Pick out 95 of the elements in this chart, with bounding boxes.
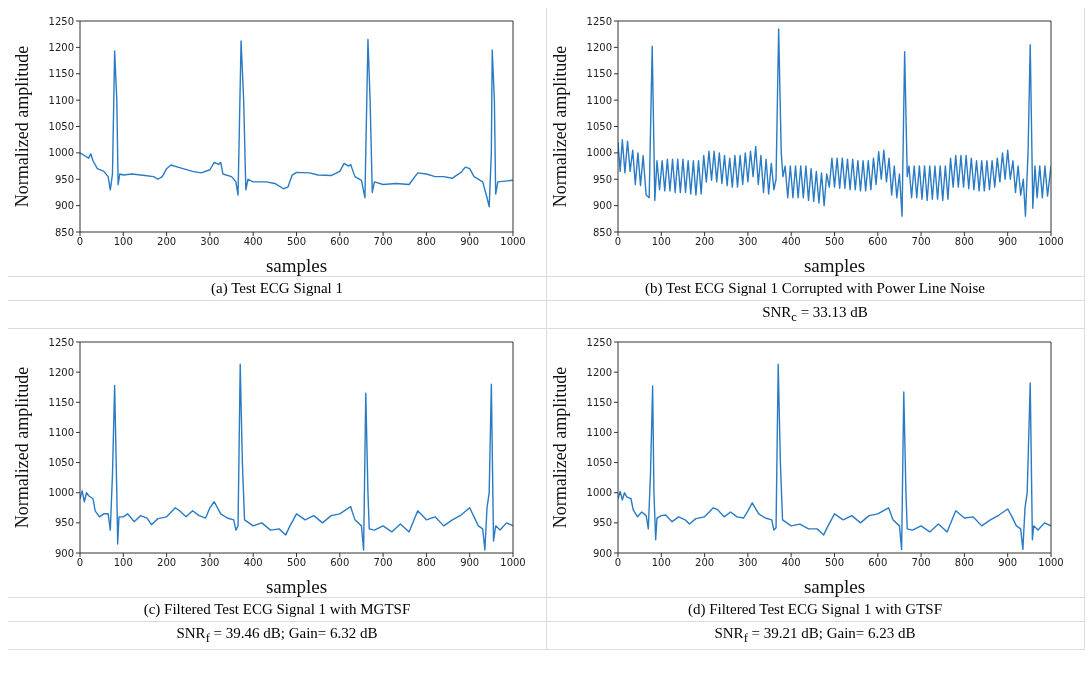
x-axis-title: samples (265, 255, 328, 276)
x-tick-label: 800 (954, 557, 974, 569)
y-tick-label: 1000 (48, 147, 74, 159)
y-axis-title: Normalized amplitude (550, 366, 571, 529)
x-tick-label: 700 (911, 236, 931, 248)
x-tick-label: 200 (157, 236, 177, 248)
y-tick-label: 1250 (48, 336, 74, 348)
x-tick-label: 200 (157, 557, 177, 569)
x-tick-label: 800 (954, 236, 974, 248)
x-tick-label: 400 (243, 236, 263, 248)
y-tick-label: 1150 (586, 396, 612, 408)
y-tick-label: 1000 (586, 487, 612, 499)
text: SNR$_{f}$ = 39.21 dB; Gain= 6.23 dB (714, 625, 916, 645)
y-tick-label: 1200 (586, 41, 612, 53)
y-tick-label: 850 (54, 226, 74, 238)
y-tick-label: 1150 (48, 396, 74, 408)
x-tick-label: 300 (200, 236, 220, 248)
x-tick-label: 900 (998, 557, 1018, 569)
x-tick-label: 100 (113, 557, 133, 569)
y-tick-label: 850 (592, 226, 612, 238)
line-series (618, 28, 1051, 217)
y-tick-label: 1100 (586, 94, 612, 106)
x-tick-label: 600 (868, 557, 888, 569)
y-tick-label: 1200 (48, 366, 74, 378)
y-tick-label: 1050 (48, 457, 74, 469)
y-tick-label: 1250 (586, 336, 612, 348)
y-tick-label: 1150 (586, 68, 612, 80)
x-tick-label: 500 (286, 236, 307, 248)
y-tick-label: 1050 (586, 457, 612, 469)
x-tick-label: 300 (200, 557, 220, 569)
line-series (80, 38, 513, 208)
x-axis-title: samples (803, 255, 866, 276)
y-axis-title: Normalized amplitude (12, 45, 33, 208)
x-tick-label: 100 (651, 236, 671, 248)
y-tick-label: 1200 (48, 41, 74, 53)
y-tick-label: 900 (592, 547, 612, 559)
x-tick-label: 400 (781, 236, 801, 248)
y-tick-label: 1000 (586, 147, 612, 159)
x-tick-label: 200 (695, 557, 715, 569)
y-tick-label: 1100 (586, 426, 612, 438)
x-tick-label: 700 (911, 557, 931, 569)
x-tick-label: 500 (286, 557, 307, 569)
text: SNR$_{c}$ = 33.13 dB (762, 304, 868, 324)
y-axis-title: Normalized amplitude (550, 45, 571, 208)
x-tick-label: 100 (651, 557, 671, 569)
x-tick-label: 1000 (1038, 236, 1064, 248)
y-tick-label: 950 (54, 173, 74, 185)
x-tick-label: 500 (824, 557, 845, 569)
x-tick-label: 300 (738, 557, 758, 569)
y-tick-label: 1050 (48, 121, 74, 133)
x-tick-label: 700 (373, 557, 393, 569)
x-tick-label: 900 (998, 236, 1018, 248)
y-tick-label: 1100 (48, 426, 74, 438)
x-axis-title: samples (265, 576, 328, 597)
y-axis-title: Normalized amplitude (12, 366, 33, 529)
y-tick-label: 900 (54, 200, 74, 212)
x-tick-label: 300 (738, 236, 758, 248)
x-tick-label: 400 (781, 557, 801, 569)
x-tick-label: 700 (373, 236, 393, 248)
x-tick-label: 900 (460, 236, 480, 248)
x-tick-label: 500 (824, 236, 845, 248)
x-tick-label: 100 (113, 236, 133, 248)
x-tick-label: 800 (416, 236, 436, 248)
x-tick-label: 600 (868, 236, 888, 248)
y-tick-label: 950 (54, 517, 74, 529)
x-tick-label: 1000 (500, 557, 526, 569)
x-tick-label: 0 (614, 236, 622, 248)
x-tick-label: 0 (76, 557, 84, 569)
y-tick-label: 1200 (586, 366, 612, 378)
x-tick-label: 600 (330, 236, 350, 248)
y-tick-label: 950 (592, 517, 612, 529)
y-tick-label: 900 (54, 547, 74, 559)
x-tick-label: 200 (695, 236, 715, 248)
text: SNR$_{f}$ = 39.46 dB; Gain= 6.32 dB (176, 625, 378, 645)
y-tick-label: 1250 (48, 15, 74, 27)
y-tick-label: 1250 (586, 15, 612, 27)
x-tick-label: 1000 (1038, 557, 1064, 569)
y-tick-label: 900 (592, 200, 612, 212)
x-axis-title: samples (803, 576, 866, 597)
y-tick-label: 950 (592, 173, 612, 185)
y-tick-label: 1150 (48, 68, 74, 80)
y-tick-label: 1050 (586, 121, 612, 133)
x-tick-label: 400 (243, 557, 263, 569)
x-tick-label: 900 (460, 557, 480, 569)
x-tick-label: 0 (76, 236, 84, 248)
x-tick-label: 600 (330, 557, 350, 569)
text: (a) Test ECG Signal 1 (8, 276, 546, 300)
x-tick-label: 800 (416, 557, 436, 569)
text: (b) Test ECG Signal 1 Corrupted with Power Line Noise (546, 276, 1084, 300)
x-tick-label: 1000 (500, 236, 526, 248)
text: (d) Filtered Test ECG Signal 1 with GTSF (546, 597, 1084, 621)
y-tick-label: 1000 (48, 487, 74, 499)
text: (c) Filtered Test ECG Signal 1 with MGTSF (8, 597, 546, 621)
y-tick-label: 1100 (48, 94, 74, 106)
x-tick-label: 0 (614, 557, 622, 569)
